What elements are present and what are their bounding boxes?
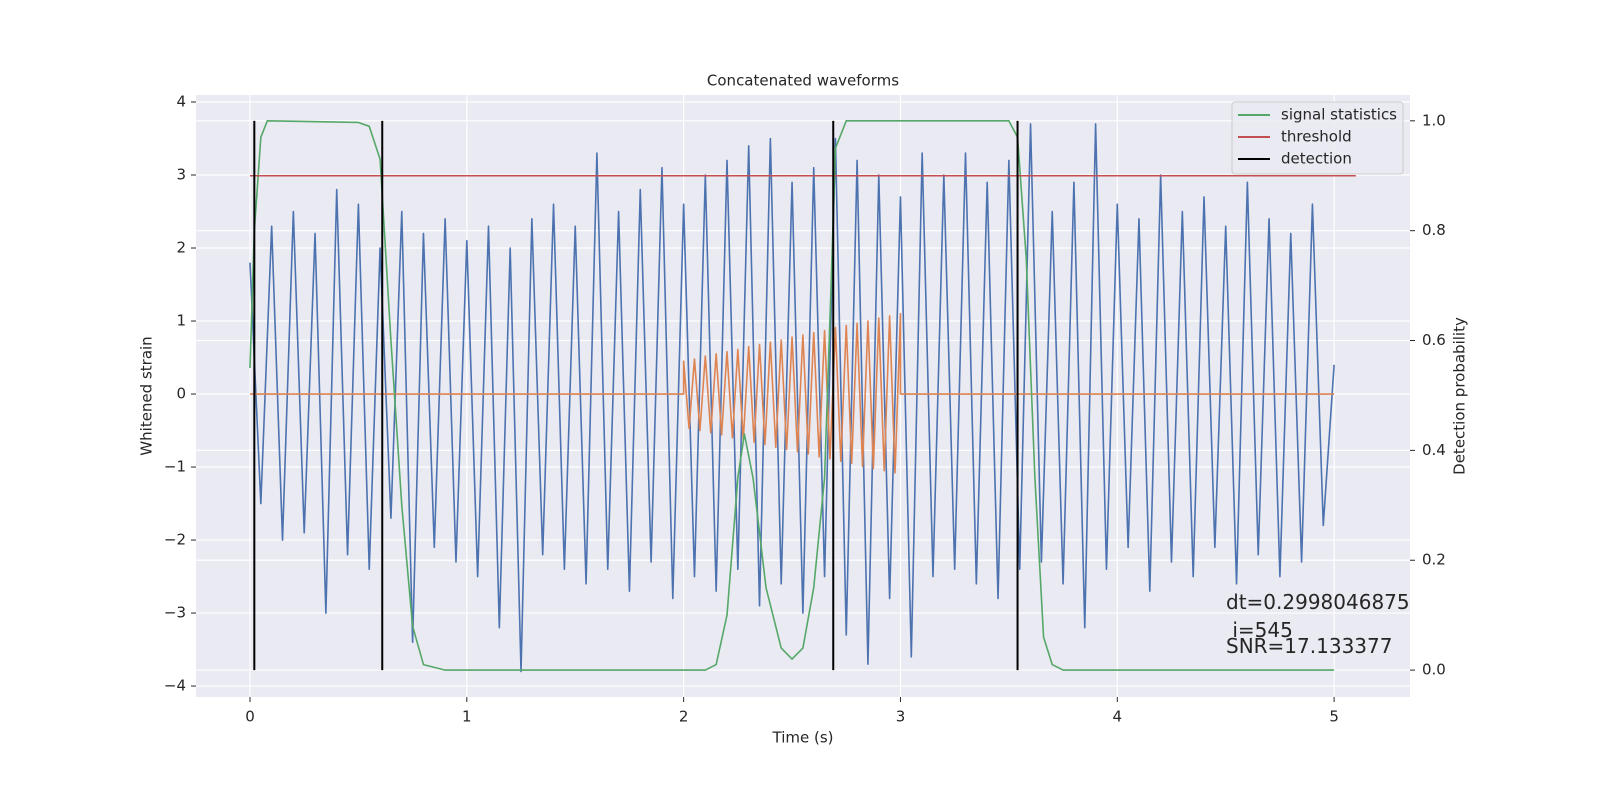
x-axis-label: Time (s) [772, 729, 834, 747]
y-axis-label: Whitened strain [138, 336, 156, 455]
x-tick-label: 5 [1329, 708, 1339, 726]
y2-tick-label: 0.4 [1422, 441, 1446, 459]
y2-tick-label: 0.2 [1422, 551, 1446, 569]
y2-tick-label: 0.8 [1422, 221, 1446, 239]
y2-tick-label: 0.6 [1422, 331, 1446, 349]
y-tick-label: 1 [176, 312, 186, 330]
x-tick-label: 4 [1113, 708, 1123, 726]
y-tick-label: −4 [164, 677, 186, 695]
chart-title: Concatenated waveforms [707, 72, 899, 90]
annotation: i=545 [1226, 618, 1293, 642]
annotation: dt=0.2998046875 [1226, 590, 1410, 614]
annotation: SNR=17.133377 [1226, 634, 1392, 658]
legend-label: signal statistics [1281, 106, 1397, 124]
x-tick-label: 0 [245, 708, 255, 726]
y2-tick-label: 0.0 [1422, 661, 1446, 679]
x-tick-label: 3 [896, 708, 906, 726]
y2-axis-label: Detection probability [1451, 317, 1469, 475]
x-tick-label: 1 [462, 708, 472, 726]
legend-label: detection [1281, 150, 1352, 168]
y-tick-label: −2 [164, 531, 186, 549]
series-line [249, 123, 1335, 673]
y2-tick-label: 1.0 [1422, 111, 1446, 129]
y-tick-label: 3 [176, 166, 186, 184]
legend-label: threshold [1281, 128, 1352, 146]
x-tick-label: 2 [679, 708, 689, 726]
y-tick-label: −1 [164, 458, 186, 476]
y-tick-label: 0 [176, 385, 186, 403]
series-line [249, 312, 1335, 474]
y-tick-label: 4 [176, 93, 186, 111]
legend-box [1231, 101, 1404, 175]
y-tick-label: 2 [176, 239, 186, 257]
series-line [249, 120, 1335, 671]
y-tick-label: −3 [164, 604, 186, 622]
